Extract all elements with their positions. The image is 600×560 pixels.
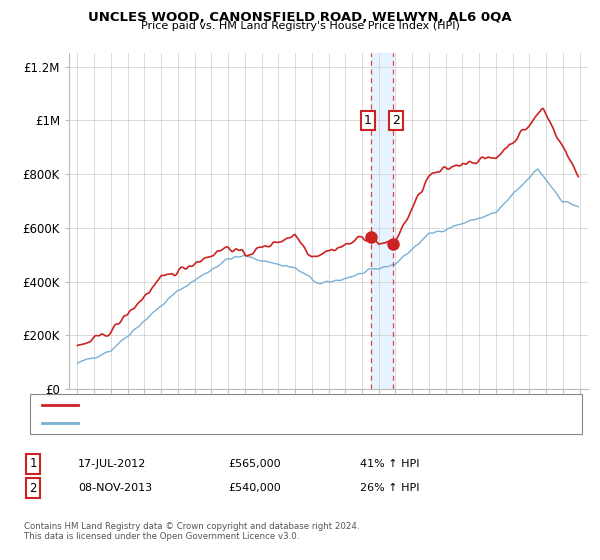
Text: Contains HM Land Registry data © Crown copyright and database right 2024.
This d: Contains HM Land Registry data © Crown c… xyxy=(24,522,359,542)
Text: £565,000: £565,000 xyxy=(228,459,281,469)
Text: 17-JUL-2012: 17-JUL-2012 xyxy=(78,459,146,469)
Text: UNCLES WOOD, CANONSFIELD ROAD, WELWYN, AL6 0QA (detached house): UNCLES WOOD, CANONSFIELD ROAD, WELWYN, A… xyxy=(84,400,476,410)
Text: HPI: Average price, detached house, North Hertfordshire: HPI: Average price, detached house, Nort… xyxy=(84,418,379,428)
Text: 26% ↑ HPI: 26% ↑ HPI xyxy=(360,483,419,493)
Text: UNCLES WOOD, CANONSFIELD ROAD, WELWYN, AL6 0QA: UNCLES WOOD, CANONSFIELD ROAD, WELWYN, A… xyxy=(88,11,512,24)
Text: 2: 2 xyxy=(392,114,400,127)
Text: 08-NOV-2013: 08-NOV-2013 xyxy=(78,483,152,493)
Text: 1: 1 xyxy=(364,114,372,127)
Text: 41% ↑ HPI: 41% ↑ HPI xyxy=(360,459,419,469)
Bar xyxy=(371,53,393,389)
Text: 1: 1 xyxy=(29,457,37,470)
Text: Price paid vs. HM Land Registry's House Price Index (HPI): Price paid vs. HM Land Registry's House … xyxy=(140,21,460,31)
Text: £540,000: £540,000 xyxy=(228,483,281,493)
Text: 2: 2 xyxy=(29,482,37,495)
